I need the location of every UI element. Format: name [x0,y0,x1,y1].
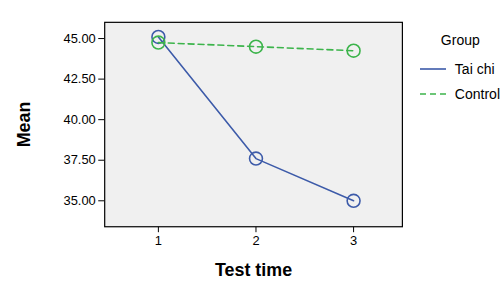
svg-text:42.50: 42.50 [63,71,95,86]
svg-text:45.00: 45.00 [63,31,95,46]
svg-text:40.00: 40.00 [63,112,95,127]
svg-text:Test time: Test time [215,260,292,280]
svg-text:1: 1 [155,233,162,248]
html-text:Group: Group [440,32,480,48]
svg-text:37.50: 37.50 [63,152,95,167]
html-text:Control: Control [454,85,500,102]
html-text:Tai chi: Tai chi [454,60,495,77]
svg-text:35.00: 35.00 [63,193,95,208]
svg-text:3: 3 [350,233,357,248]
svg-text:2: 2 [252,233,259,248]
svg-text:Mean: Mean [14,102,34,148]
